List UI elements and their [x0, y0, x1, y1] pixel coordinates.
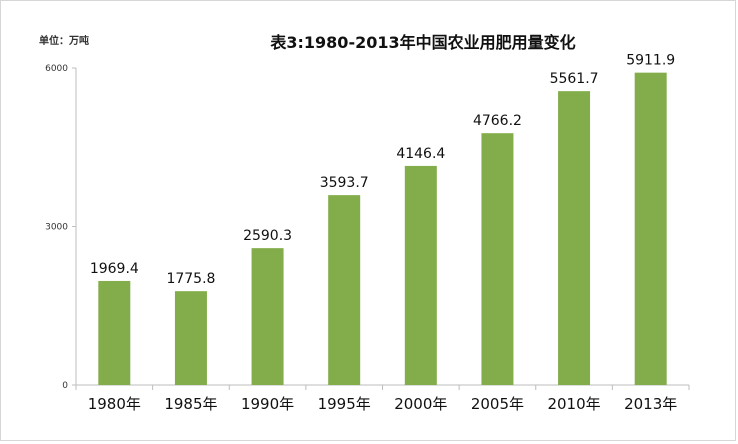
x-tick-label: 2010年 — [547, 395, 600, 413]
data-label: 5911.9 — [626, 53, 675, 69]
y-axis: 0 3000 6000 — [45, 64, 77, 391]
x-axis — [75, 384, 690, 390]
x-tick-label: 2000年 — [394, 395, 447, 413]
data-label: 4766.2 — [473, 113, 522, 129]
bar — [328, 195, 361, 385]
x-tick-label: 1985年 — [164, 395, 217, 413]
data-label: 1775.8 — [166, 271, 215, 287]
x-tick-label: 1980年 — [88, 395, 141, 413]
data-label: 4146.4 — [396, 146, 445, 162]
data-label: 1969.4 — [90, 261, 139, 277]
x-tick-label: 1990年 — [241, 395, 294, 413]
x-tick-label: 2013年 — [624, 395, 677, 413]
bar — [634, 72, 667, 386]
data-label: 5561.7 — [550, 71, 599, 87]
bar — [404, 165, 437, 385]
bar — [251, 248, 284, 385]
chart-title: 表3:1980-2013年中国农业用肥用量变化 — [269, 33, 575, 52]
x-tick-label: 2005年 — [471, 395, 524, 413]
data-label: 2590.3 — [243, 228, 292, 244]
y-tick-label: 3000 — [45, 223, 68, 233]
bar — [481, 133, 514, 385]
unit-label: 单位：万吨 — [39, 34, 89, 47]
bars-group: 1969.4 1980年 1775.8 1985年 2590.3 1990年 3593.7 1… — [88, 53, 678, 413]
y-tick-label: 6000 — [45, 64, 68, 74]
bar — [558, 91, 591, 385]
bar — [98, 280, 131, 385]
bar — [174, 291, 207, 385]
x-tick-label: 1995年 — [318, 395, 371, 413]
y-tick-label: 0 — [62, 381, 68, 391]
data-label: 3593.7 — [320, 175, 369, 191]
